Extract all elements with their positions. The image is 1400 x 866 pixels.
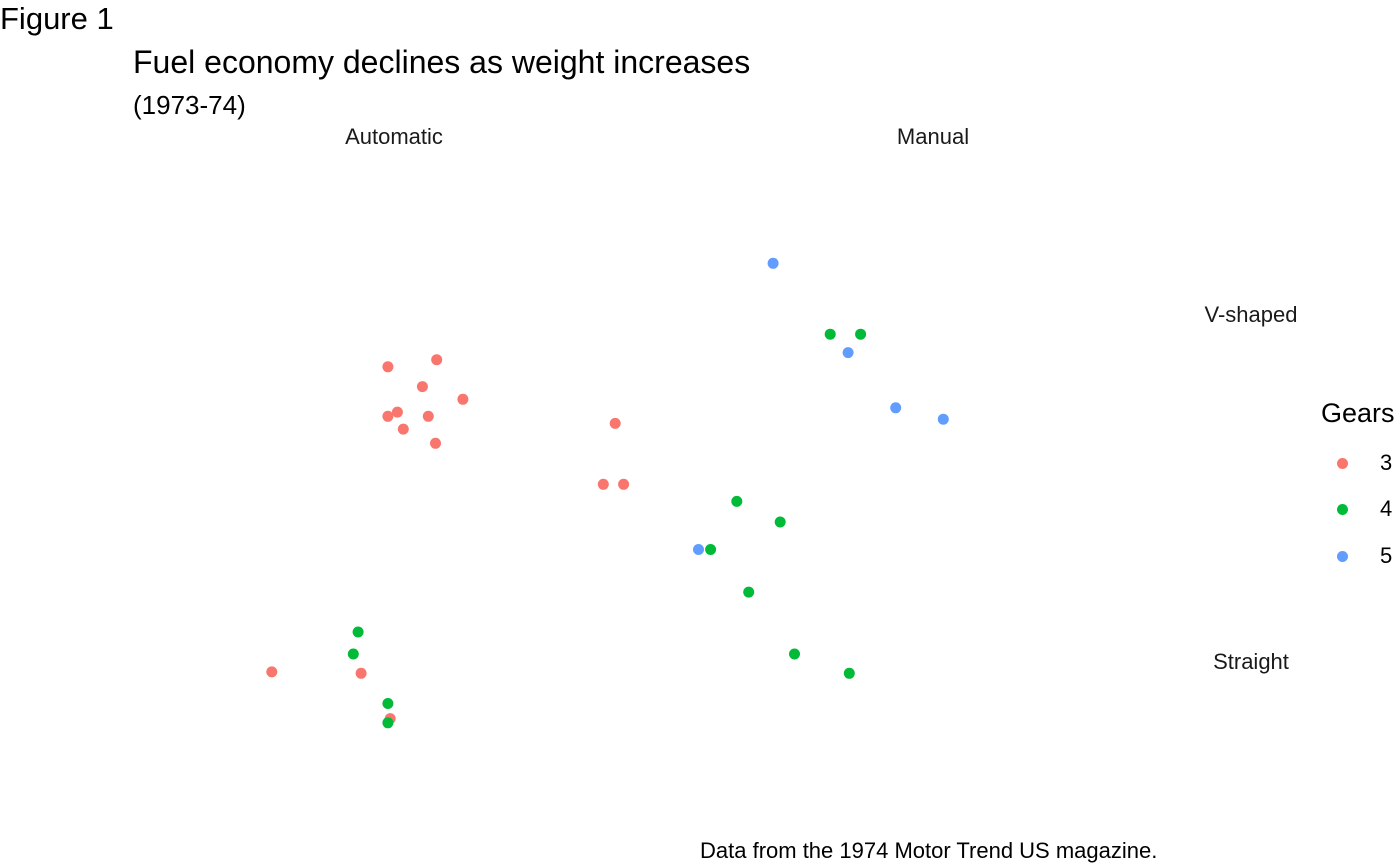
facet-column-label: Manual (897, 124, 969, 149)
data-point (842, 347, 854, 359)
legend-label: 3 (1380, 450, 1393, 475)
figure-tag: Figure 1 (0, 1, 114, 36)
data-point (352, 626, 364, 638)
data-point (422, 410, 434, 422)
data-point (266, 666, 278, 678)
legend-title: Gears (1321, 398, 1395, 428)
data-point (391, 406, 403, 418)
data-point (705, 544, 717, 555)
data-point (693, 544, 704, 555)
legend-key (1337, 458, 1348, 469)
data-point (774, 516, 786, 528)
facet-row-label: Straight (1213, 649, 1289, 674)
data-point (382, 361, 394, 373)
data-point (855, 328, 867, 340)
data-point (843, 667, 855, 679)
legend-item: 4 (1330, 496, 1400, 522)
legend-item: 3 (1330, 450, 1400, 476)
data-point (347, 648, 359, 660)
data-point (890, 402, 902, 414)
data-point (789, 648, 800, 660)
legend-label: 4 (1380, 496, 1393, 521)
facet-column-label: Automatic (345, 124, 443, 149)
chart-caption: Data from the 1974 Motor Trend US magazi… (700, 838, 1158, 863)
data-point (430, 437, 441, 449)
data-point (597, 478, 609, 490)
data-point (937, 413, 949, 425)
data-point (416, 381, 428, 393)
data-point (431, 354, 443, 366)
data-point (457, 393, 469, 405)
legend-key (1337, 551, 1348, 562)
data-point (397, 423, 409, 435)
data-point (355, 667, 367, 679)
chart-title: Fuel economy declines as weight increase… (133, 44, 751, 80)
data-point (609, 417, 621, 429)
facet-row-label: V-shaped (1205, 302, 1298, 327)
data-point (382, 410, 394, 422)
data-point (824, 328, 836, 340)
legend-item: 5 (1330, 543, 1400, 569)
data-point (767, 257, 779, 269)
data-point (618, 478, 630, 490)
data-point (743, 586, 755, 598)
chart-subtitle: (1973-74) (133, 90, 246, 120)
legend-label: 5 (1380, 543, 1393, 568)
data-point (382, 698, 394, 709)
data-point (731, 495, 743, 507)
data-point (382, 717, 394, 729)
legend-key (1337, 504, 1348, 515)
